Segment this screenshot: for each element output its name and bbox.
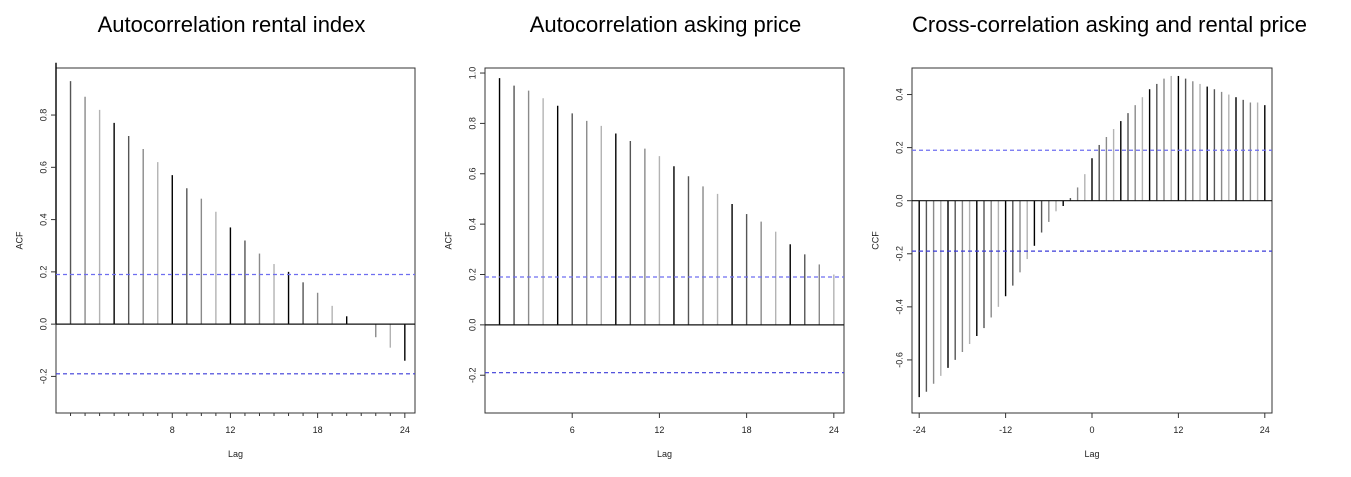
y-axis-label: ACF bbox=[14, 231, 24, 250]
y-tick-label: 0.2 bbox=[467, 268, 477, 281]
y-tick-label: 0.6 bbox=[467, 168, 477, 181]
plot-frame bbox=[484, 67, 845, 414]
x-tick-label: 18 bbox=[742, 425, 752, 435]
x-tick-label: 18 bbox=[313, 425, 323, 435]
x-tick-label: -24 bbox=[913, 425, 926, 435]
chart-panel-rental-acf: Autocorrelation rental index -0.2 0.0 0.2 0… bbox=[0, 0, 463, 477]
y-tick-label: 0.2 bbox=[894, 141, 904, 154]
y-tick-label: 0.8 bbox=[467, 117, 477, 130]
chart-panel-asking-acf: Autocorrelation asking price -0.2 0.0 0.2 0… bbox=[443, 0, 868, 477]
chart-title: Cross-correlation asking and rental pric… bbox=[912, 12, 1307, 37]
x-tick-label: -12 bbox=[999, 425, 1012, 435]
y-tick-label: 0.4 bbox=[894, 88, 904, 101]
y-tick-label: -0.4 bbox=[894, 299, 904, 315]
plot-frame bbox=[911, 67, 1273, 414]
x-tick-label: 24 bbox=[400, 425, 410, 435]
x-tick-label: 6 bbox=[570, 425, 575, 435]
chart-panel-cross-correlation: Cross-correlation asking and rental pric… bbox=[868, 0, 1351, 477]
chart-plot: -0.2 0.0 0.2 0.4 0.6 0.8 8 12 18 24 Lag ACF bbox=[14, 62, 416, 459]
x-axis-label: Lag bbox=[1084, 449, 1099, 459]
chart-plot: -0.6 -0.4 -0.2 0.0 0.2 0.4 -24 -12 0 12 24 Lag CCF bbox=[870, 67, 1273, 459]
y-tick-label: -0.2 bbox=[894, 246, 904, 262]
y-tick-label: 0.0 bbox=[38, 318, 48, 331]
y-tick-label: 0.4 bbox=[467, 218, 477, 231]
y-tick-label: 0.6 bbox=[38, 161, 48, 174]
y-tick-label: -0.6 bbox=[894, 352, 904, 368]
x-tick-label: 12 bbox=[1173, 425, 1183, 435]
x-tick-label: 12 bbox=[654, 425, 664, 435]
y-axis-label: ACF bbox=[443, 231, 453, 250]
x-tick-label: 24 bbox=[829, 425, 839, 435]
x-tick-label: 12 bbox=[225, 425, 235, 435]
plot-frame bbox=[55, 67, 416, 414]
chart-title: Autocorrelation rental index bbox=[97, 12, 366, 37]
x-tick-label: 8 bbox=[170, 425, 175, 435]
x-axis-label: Lag bbox=[228, 449, 243, 459]
y-tick-label: -0.2 bbox=[38, 369, 48, 385]
y-tick-label: -0.2 bbox=[467, 367, 477, 383]
y-tick-label: 0.4 bbox=[38, 213, 48, 226]
y-tick-label: 0.2 bbox=[38, 266, 48, 279]
chart-title: Autocorrelation asking price bbox=[529, 12, 802, 37]
y-tick-label: 0.0 bbox=[894, 194, 904, 207]
x-tick-label: 0 bbox=[1089, 425, 1094, 435]
x-tick-label: 24 bbox=[1260, 425, 1270, 435]
chart-plot: -0.2 0.0 0.2 0.4 0.6 0.8 1.0 6 12 18 24 Lag ACF bbox=[443, 67, 845, 459]
y-tick-label: 1.0 bbox=[467, 67, 477, 80]
y-axis-label: CCF bbox=[870, 231, 880, 250]
x-axis-label: Lag bbox=[657, 449, 672, 459]
y-tick-label: 0.8 bbox=[38, 109, 48, 122]
y-tick-label: 0.0 bbox=[467, 319, 477, 332]
